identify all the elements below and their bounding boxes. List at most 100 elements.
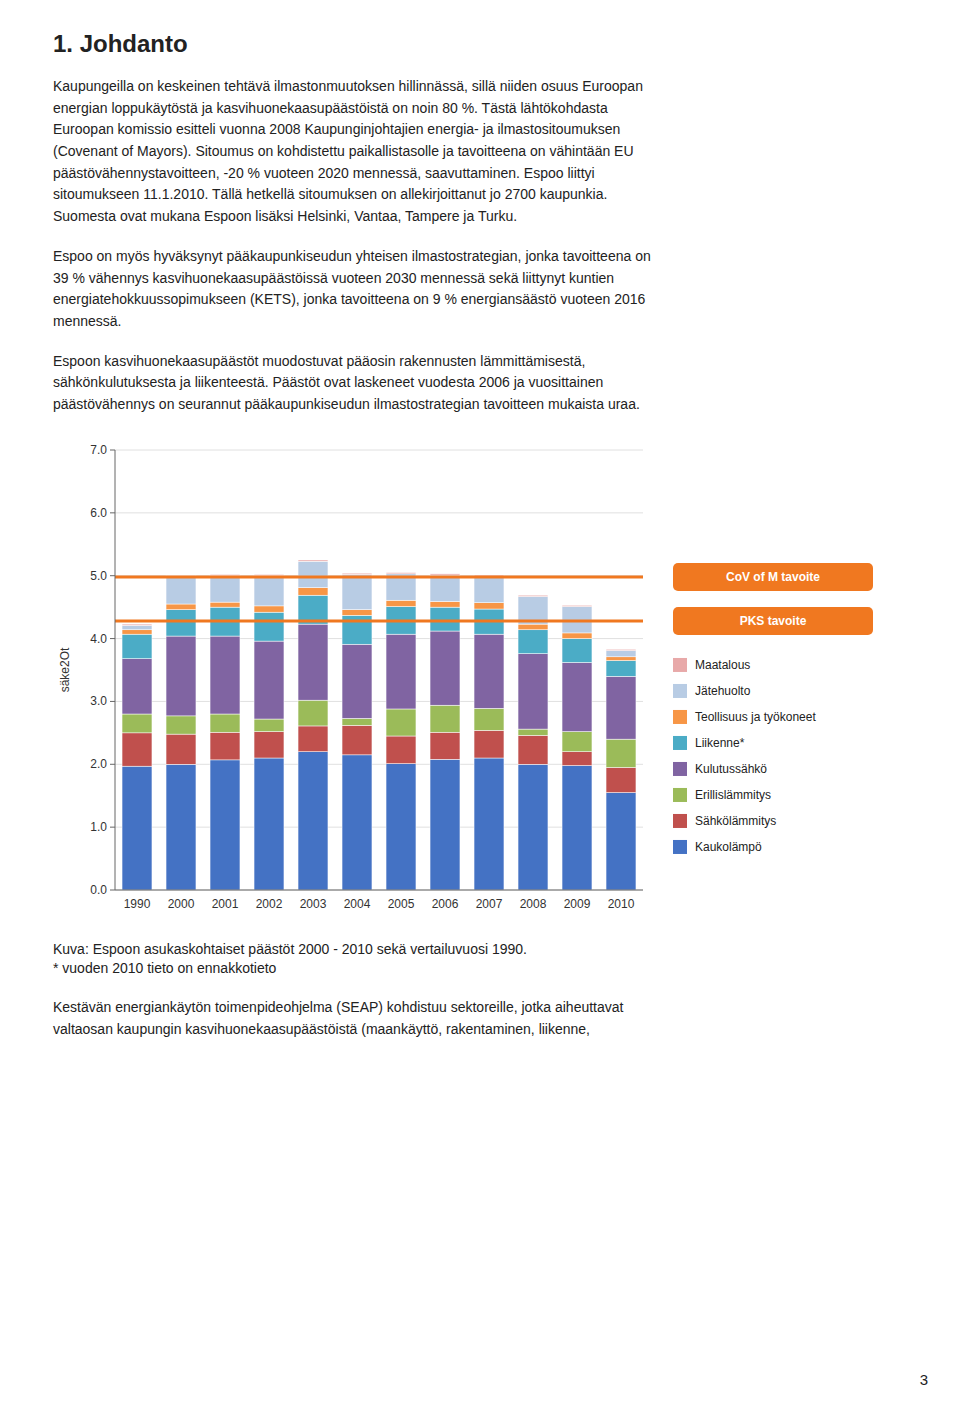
x-tick-label: 2010 xyxy=(608,897,635,911)
bar-segment xyxy=(342,725,372,755)
bar-segment xyxy=(254,719,284,732)
bar-segment xyxy=(298,587,328,595)
bar-segment xyxy=(298,751,328,889)
paragraph: Espoon kasvihuonekaasupäästöt muodostuva… xyxy=(53,351,920,416)
grid-line xyxy=(115,512,643,513)
y-tick xyxy=(110,763,115,764)
y-tick xyxy=(110,449,115,450)
legend-label: Kulutussähkö xyxy=(695,762,767,776)
bar-segment xyxy=(298,561,328,587)
legend: MaatalousJätehuoltoTeollisuus ja työkone… xyxy=(673,658,816,855)
bar-segment xyxy=(254,606,284,612)
grid-line xyxy=(115,449,643,450)
legend-label: Maatalous xyxy=(695,658,750,672)
bar-segment xyxy=(210,602,240,607)
bar-segment xyxy=(518,653,548,728)
bar-segment xyxy=(474,602,504,608)
legend-label: Liikenne* xyxy=(695,736,745,750)
bar-segment xyxy=(342,609,372,615)
page-number: 3 xyxy=(920,1371,928,1388)
legend-swatch xyxy=(673,684,687,698)
x-axis xyxy=(115,889,643,890)
x-tick-label: 2009 xyxy=(564,897,591,911)
bar-segment xyxy=(430,631,460,705)
x-tick-label: 1990 xyxy=(124,897,151,911)
bar-segment xyxy=(122,624,152,625)
x-tick-label: 2001 xyxy=(212,897,239,911)
y-tick-label: 6.0 xyxy=(90,505,107,519)
y-tick-label: 7.0 xyxy=(90,443,107,457)
grid-line xyxy=(115,889,643,890)
y-axis-label: säke2Ot xyxy=(58,647,72,692)
reference-line xyxy=(115,619,643,622)
legend-label: Erillislämmitys xyxy=(695,788,771,802)
reference-lines xyxy=(115,577,643,621)
bar-segment xyxy=(254,612,284,641)
legend-swatch xyxy=(673,840,687,854)
bar-segment xyxy=(430,573,460,574)
bar-segment xyxy=(122,732,152,765)
y-tick-label: 5.0 xyxy=(90,568,107,582)
bar-segment xyxy=(386,572,416,573)
bar-segment xyxy=(386,736,416,764)
bar-segment xyxy=(298,560,328,561)
bar-segment xyxy=(474,730,504,758)
bar-segment xyxy=(606,650,636,656)
legend-swatch xyxy=(673,762,687,776)
bar-segment xyxy=(166,609,196,635)
bar-segment xyxy=(562,751,592,765)
bar-segment xyxy=(298,624,328,700)
bar-segment xyxy=(562,662,592,731)
bar-segment xyxy=(254,641,284,719)
bar-segment xyxy=(430,705,460,732)
bar-segment xyxy=(342,754,372,889)
bar-segment xyxy=(430,601,460,607)
paragraph: Kaupungeilla on keskeinen tehtävä ilmast… xyxy=(53,76,920,228)
x-tick-label: 2006 xyxy=(432,897,459,911)
bar-segment xyxy=(254,731,284,757)
bar-segment xyxy=(122,658,152,713)
legend-label: Kaukolämpö xyxy=(695,840,762,854)
bar-segment xyxy=(562,765,592,889)
bar-segment xyxy=(606,739,636,767)
bar-segment xyxy=(518,729,548,735)
bar-segment xyxy=(386,763,416,889)
bar-segment xyxy=(430,759,460,890)
bar-segment xyxy=(474,576,504,602)
bar-segment xyxy=(562,638,592,662)
bar-segment xyxy=(122,625,152,629)
bar-segment xyxy=(606,656,636,660)
reference-label-box xyxy=(673,607,873,635)
x-tick-label: 2005 xyxy=(388,897,415,911)
bar-segment xyxy=(518,764,548,890)
bar-segment xyxy=(166,716,196,734)
x-tick-label: 2008 xyxy=(520,897,547,911)
caption: Kuva: Espoon asukaskohtaiset päästöt 200… xyxy=(53,940,920,979)
y-tick-label: 4.0 xyxy=(90,631,107,645)
y-tick-label: 1.0 xyxy=(90,820,107,834)
bar-segment xyxy=(606,649,636,650)
bar-segment xyxy=(430,575,460,601)
reference-label-box xyxy=(673,563,873,591)
bar-segment xyxy=(210,714,240,732)
legend-swatch xyxy=(673,788,687,802)
reference-line xyxy=(115,575,643,578)
bar-segment xyxy=(122,714,152,733)
reference-label: CoV of M tavoite xyxy=(726,570,820,584)
bar-segment xyxy=(210,732,240,760)
bar-segment xyxy=(166,577,196,604)
y-tick xyxy=(110,889,115,890)
reference-label: PKS tavoite xyxy=(740,614,807,628)
legend-label: Teollisuus ja työkoneet xyxy=(695,710,816,724)
bar-segment xyxy=(518,595,548,596)
grid-line xyxy=(115,575,643,576)
x-tick-label: 2007 xyxy=(476,897,503,911)
paragraph: Kestävän energiankäytön toimenpideohjelm… xyxy=(53,997,920,1040)
bar-segment xyxy=(606,676,636,739)
legend-swatch xyxy=(673,710,687,724)
x-tick-label: 2003 xyxy=(300,897,327,911)
bar-segment xyxy=(342,718,372,725)
bar-segment xyxy=(166,764,196,890)
bar-segment xyxy=(210,575,240,601)
bar-segment xyxy=(166,604,196,610)
